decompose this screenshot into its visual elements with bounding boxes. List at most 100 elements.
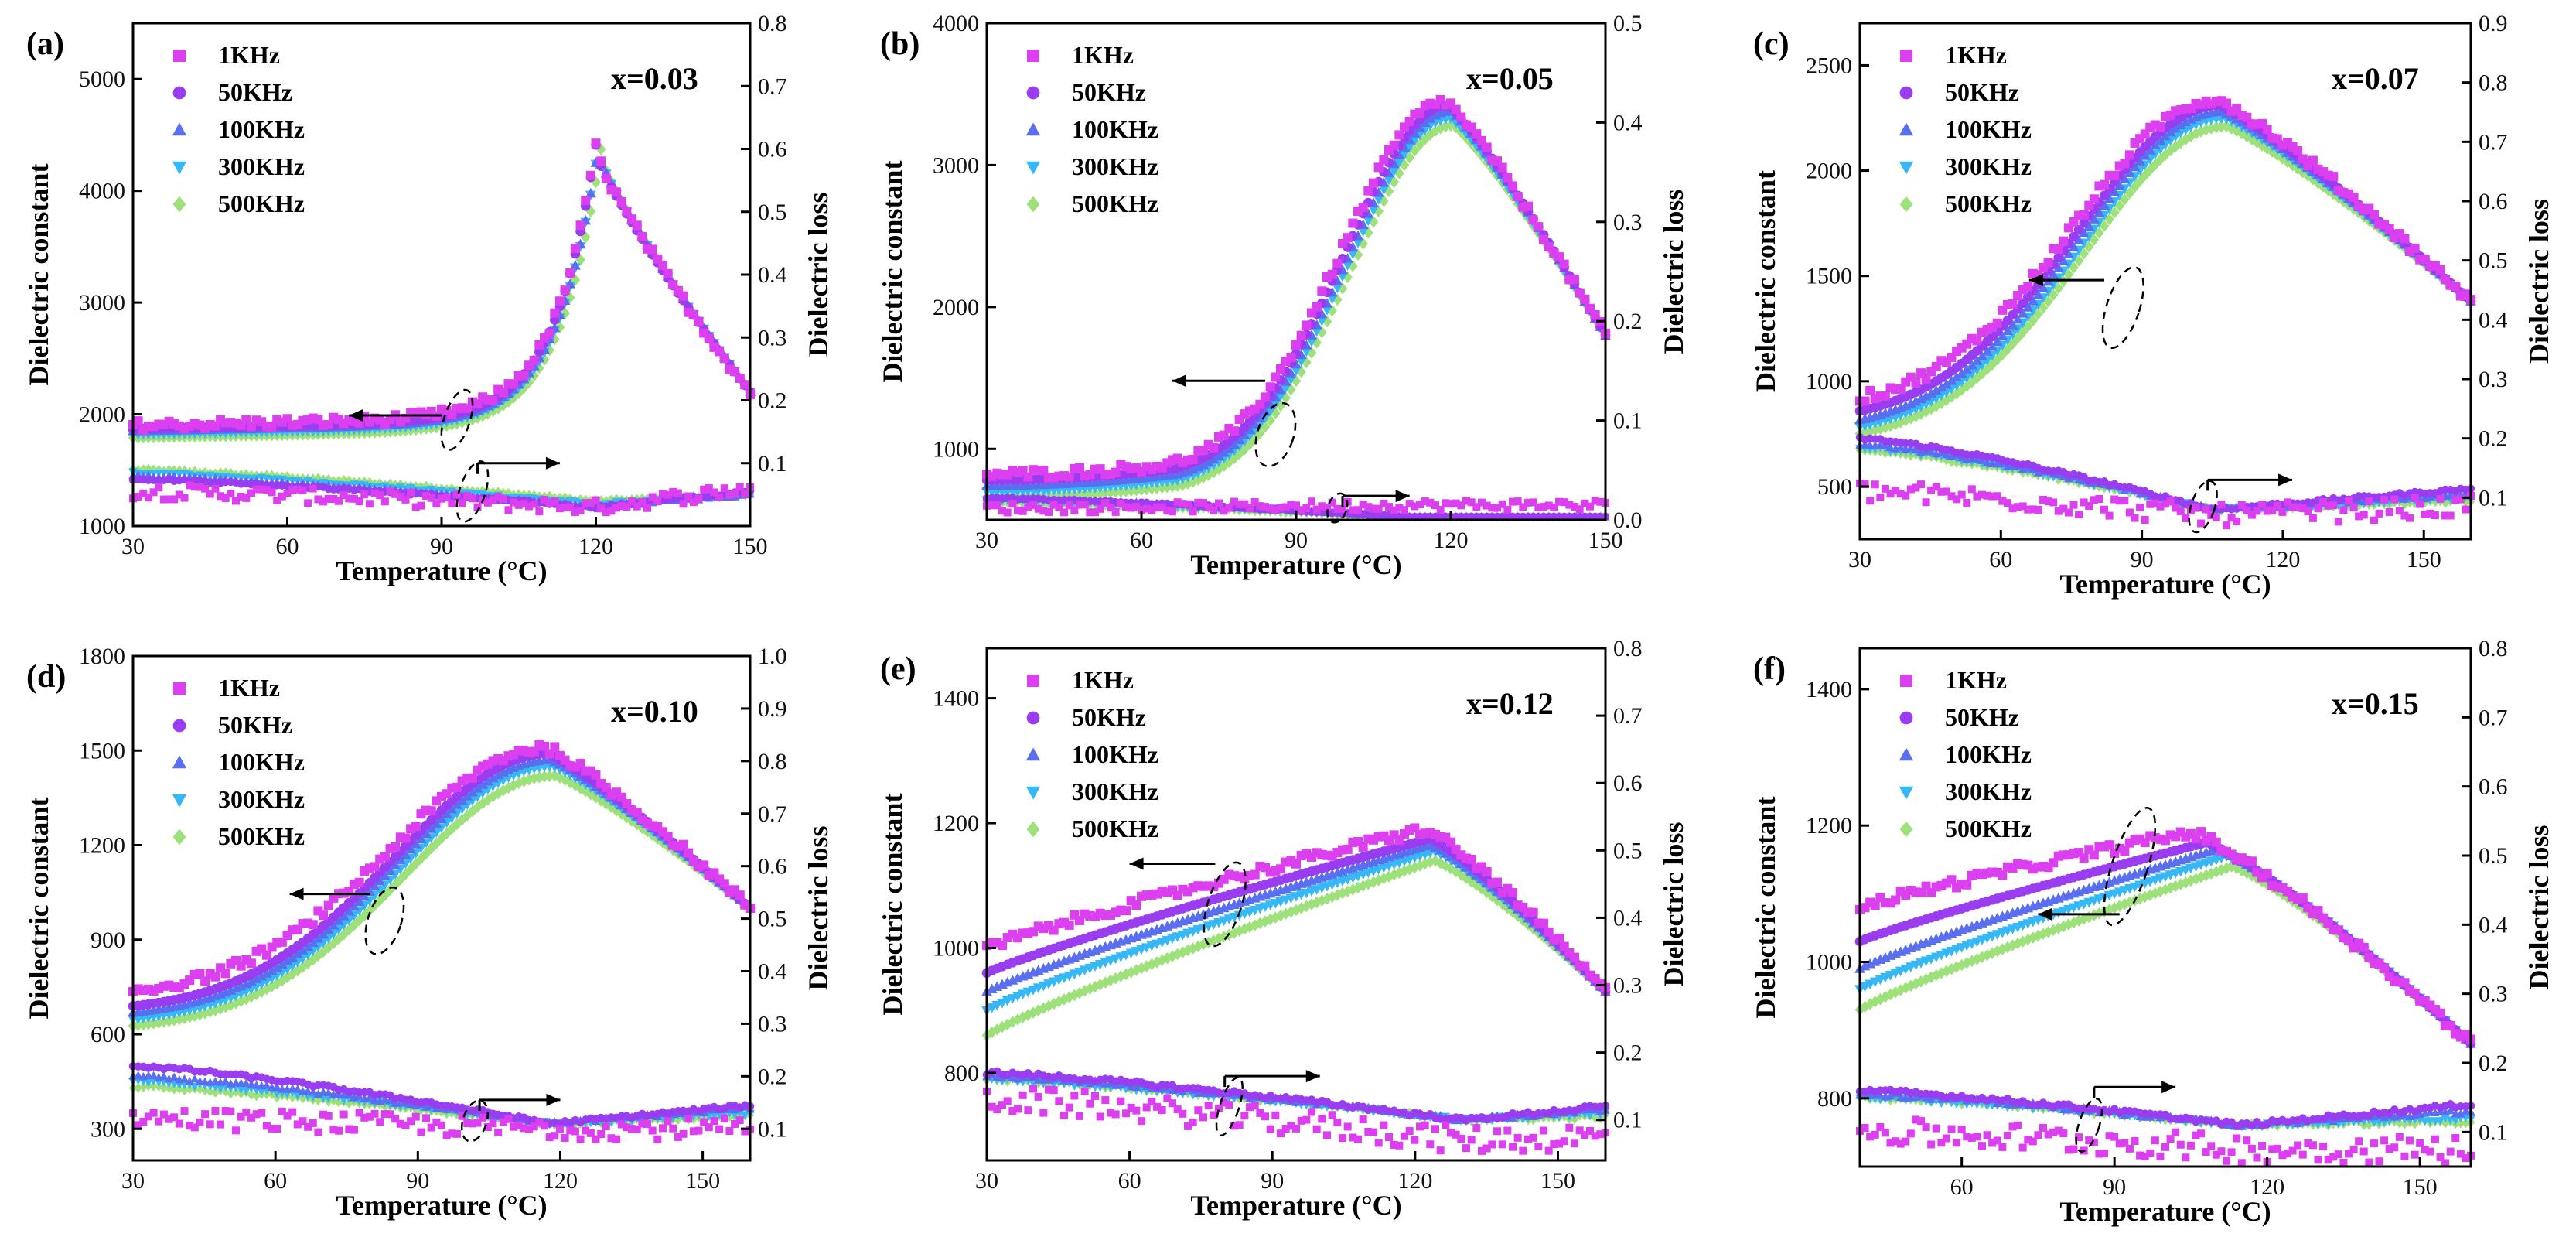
constant-point: [2120, 159, 2130, 169]
constant-point: [1316, 316, 1328, 326]
y-tick-label: 4000: [79, 179, 125, 204]
loss-point: [541, 495, 548, 504]
constant-point: [2222, 98, 2231, 108]
loss-point: [396, 492, 404, 501]
constant-point: [2293, 146, 2303, 156]
loss-point: [134, 493, 142, 501]
x-tick-label: 30: [1848, 547, 1871, 572]
loss-point: [720, 484, 728, 493]
y2-axis-title: Dielectric loss: [1658, 190, 1689, 354]
constant-point: [519, 371, 529, 381]
loss-point: [2176, 507, 2185, 515]
legend-label: 100KHz: [218, 115, 305, 143]
loss-point: [700, 485, 708, 494]
loss-point: [602, 508, 610, 517]
legend-marker-500KHz: [1899, 196, 1913, 213]
chart-panel-b: 30 60 90 120 15010002000300040000.00.10.20.3…: [877, 11, 1689, 580]
loss-point: [144, 494, 152, 502]
loss-point: [617, 502, 626, 511]
constant-point: [1368, 205, 1379, 216]
loss-point: [149, 1109, 158, 1117]
loss-point: [1957, 490, 1966, 499]
constant-point: [1317, 286, 1327, 296]
loss-point: [365, 500, 374, 508]
loss-point: [339, 491, 348, 500]
loss-point: [232, 497, 240, 505]
constant-point: [354, 877, 364, 887]
loss-point: [679, 500, 688, 508]
constant-point: [483, 395, 493, 405]
loss-point: [1876, 493, 1885, 501]
constant-point: [1363, 226, 1373, 239]
constant-point: [1265, 382, 1275, 392]
constant-point: [1286, 383, 1296, 396]
x-tick-label: 60: [1130, 528, 1153, 553]
loss-point: [258, 485, 266, 494]
loss-point: [1008, 500, 1017, 508]
y2-tick-label: 0.4: [2479, 307, 2508, 333]
loss-point: [211, 484, 220, 493]
loss-point: [586, 499, 595, 507]
constant-point: [1301, 347, 1312, 357]
constant-point: [1230, 426, 1239, 436]
constant-point: [694, 316, 704, 326]
constant-point: [1332, 283, 1343, 294]
loss-point: [227, 490, 235, 498]
legend-marker-500KHz: [1026, 196, 1040, 213]
loss-point: [1189, 507, 1197, 516]
constant-point: [2053, 244, 2063, 255]
legend-label: 300KHz: [218, 152, 305, 180]
loss-point: [638, 497, 647, 506]
constant-point: [1342, 261, 1353, 271]
constant-point: [1249, 419, 1261, 429]
constant-point: [1430, 125, 1441, 138]
constant-point: [1198, 459, 1209, 470]
legend-label: 500KHz: [218, 190, 305, 217]
legend-marker-1KHz: [1900, 50, 1912, 62]
loss-point: [483, 498, 492, 507]
constant-point: [591, 176, 601, 189]
loss-point: [571, 1127, 579, 1136]
constant-point: [1363, 216, 1374, 227]
loss-point: [268, 488, 276, 497]
constant-point: [2349, 192, 2359, 202]
constant-point: [1343, 233, 1353, 243]
loss-point: [535, 507, 544, 516]
composition-annotation: x=0.05: [1466, 61, 1554, 96]
constant-point: [1369, 178, 1378, 188]
constant-point: [1373, 195, 1384, 205]
loss-point: [201, 484, 210, 493]
y2-axis-title: Dielectric loss: [803, 193, 834, 357]
loss-point: [175, 1119, 183, 1128]
loss-point: [293, 485, 302, 494]
loss-point: [541, 1122, 548, 1130]
y-axis-title: Dielectric constant: [877, 161, 908, 383]
constant-point: [246, 958, 256, 969]
guide-arrow-head: [349, 409, 363, 422]
constant-point: [1203, 456, 1214, 466]
constant-point: [133, 416, 143, 426]
constant-point: [1394, 158, 1405, 168]
constant-point: [560, 285, 570, 296]
legend-marker-1KHz: [1027, 50, 1039, 62]
constant-point: [2100, 179, 2109, 190]
constant-point: [1523, 201, 1533, 211]
loss-point: [1169, 507, 1176, 516]
loss-point: [155, 483, 163, 492]
legend-label: 1KHz: [1945, 41, 2007, 69]
loss-point: [489, 1119, 497, 1128]
loss-point: [262, 486, 271, 494]
y2-tick-label: 0.1: [758, 451, 787, 477]
loss-point: [2365, 497, 2373, 506]
loss-point: [237, 493, 245, 501]
constant-point: [1482, 142, 1492, 152]
loss-point: [1871, 480, 1879, 489]
constant-point: [704, 333, 714, 343]
loss-point: [504, 1115, 513, 1123]
loss-point: [2192, 504, 2200, 512]
constant-point: [740, 380, 750, 390]
chart-panel-a: 30 60 90 120 150100020003000400050000.10.20.…: [23, 11, 834, 586]
y2-axis-title: Dielectric loss: [2523, 199, 2554, 364]
loss-point: [1967, 485, 1976, 494]
